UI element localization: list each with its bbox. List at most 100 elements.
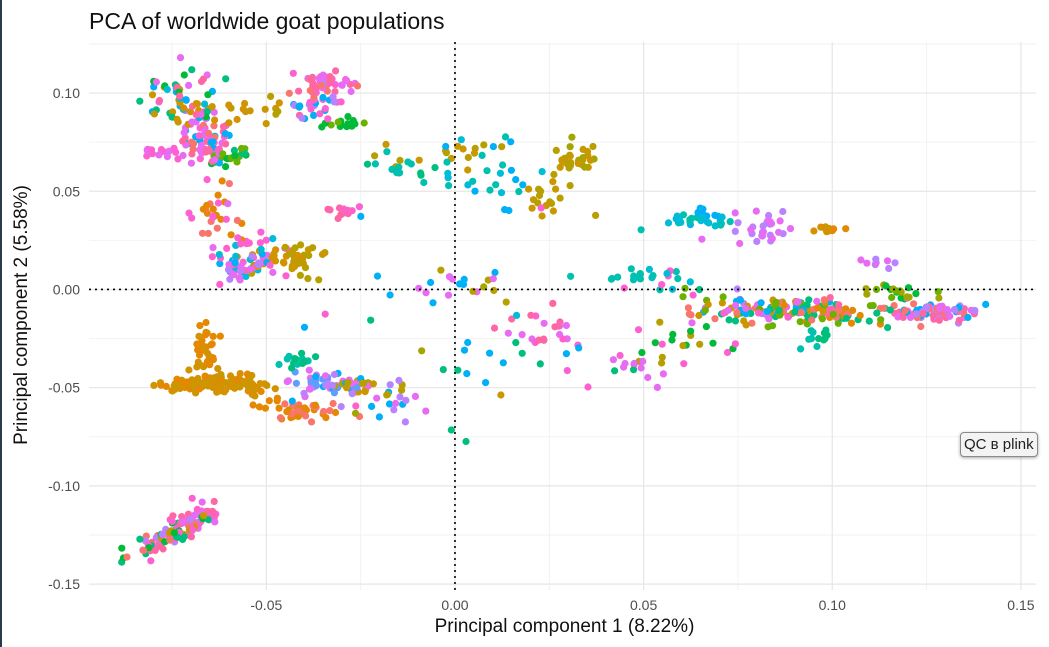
data-point (701, 306, 709, 314)
data-point (499, 161, 507, 169)
data-point (286, 250, 294, 258)
data-point (814, 304, 822, 312)
data-point (673, 212, 681, 220)
data-point (307, 105, 315, 113)
data-point (300, 323, 309, 331)
data-point (321, 310, 329, 318)
data-point (490, 324, 499, 332)
data-point (281, 400, 289, 408)
data-point (892, 287, 901, 295)
data-point (951, 305, 959, 314)
data-point (437, 266, 445, 274)
data-point (360, 119, 368, 127)
data-point (243, 370, 252, 378)
data-point (382, 140, 390, 148)
data-point (813, 297, 821, 305)
data-point (703, 218, 711, 226)
data-point (194, 341, 202, 349)
data-point (309, 79, 317, 87)
data-point (731, 340, 740, 348)
data-point (653, 383, 662, 391)
x-tick-label: 0.10 (819, 597, 846, 613)
data-point (464, 153, 472, 162)
data-point (566, 143, 574, 151)
data-point (179, 151, 187, 160)
data-point (719, 293, 727, 301)
data-point (351, 409, 360, 417)
data-point (395, 376, 403, 384)
data-point (742, 321, 750, 329)
data-point (679, 293, 687, 301)
data-point (273, 394, 281, 402)
data-point (136, 535, 144, 543)
data-point (401, 418, 409, 426)
data-point (704, 300, 712, 309)
data-point (418, 347, 426, 355)
data-point (385, 400, 394, 408)
data-point (698, 235, 706, 243)
data-point (568, 133, 576, 141)
data-point (912, 310, 921, 318)
data-point (639, 357, 647, 365)
data-point (338, 81, 346, 89)
data-point (888, 293, 896, 302)
data-point (935, 294, 943, 302)
data-point (222, 140, 230, 148)
data-point (755, 309, 763, 317)
data-point (567, 272, 575, 280)
data-point (294, 251, 302, 259)
data-point (780, 301, 788, 309)
y-tick-label: 0.00 (53, 281, 80, 297)
data-point (658, 353, 666, 361)
data-point (173, 115, 181, 123)
data-point (614, 273, 622, 281)
data-point (863, 259, 871, 267)
data-point (689, 291, 697, 299)
data-point (439, 366, 447, 374)
data-point (281, 243, 289, 251)
data-point (842, 225, 850, 233)
data-point (187, 533, 195, 541)
data-point (886, 306, 894, 314)
data-point (187, 159, 195, 167)
data-point (554, 322, 562, 330)
data-point (396, 156, 404, 164)
data-point (145, 544, 153, 552)
data-point (797, 308, 806, 316)
data-point (295, 87, 303, 95)
data-point (731, 317, 740, 325)
data-point (218, 177, 226, 185)
data-point (373, 394, 381, 402)
data-point (501, 133, 510, 141)
qc-plink-button[interactable]: QC в plink (960, 432, 1038, 457)
data-point (826, 294, 834, 302)
data-point (498, 143, 506, 151)
data-point (156, 542, 164, 550)
data-point (140, 546, 148, 555)
data-point (786, 225, 795, 233)
data-point (445, 182, 453, 190)
data-point (176, 54, 185, 62)
data-point (292, 355, 300, 363)
data-point (326, 407, 334, 415)
data-point (176, 92, 184, 100)
data-point (581, 163, 589, 171)
data-point (269, 235, 277, 243)
data-point (226, 372, 235, 380)
data-point (353, 384, 361, 392)
data-point (169, 108, 177, 116)
data-point (180, 104, 188, 112)
data-point (681, 284, 689, 292)
data-point (188, 494, 196, 502)
data-point (552, 185, 560, 193)
data-point (219, 123, 228, 131)
data-point (669, 330, 677, 338)
data-point (518, 331, 526, 339)
data-point (537, 204, 545, 212)
data-point (334, 118, 342, 126)
data-point (404, 158, 412, 166)
data-point (757, 299, 765, 307)
data-point (202, 331, 210, 339)
data-point (310, 111, 318, 119)
data-point (444, 174, 452, 182)
